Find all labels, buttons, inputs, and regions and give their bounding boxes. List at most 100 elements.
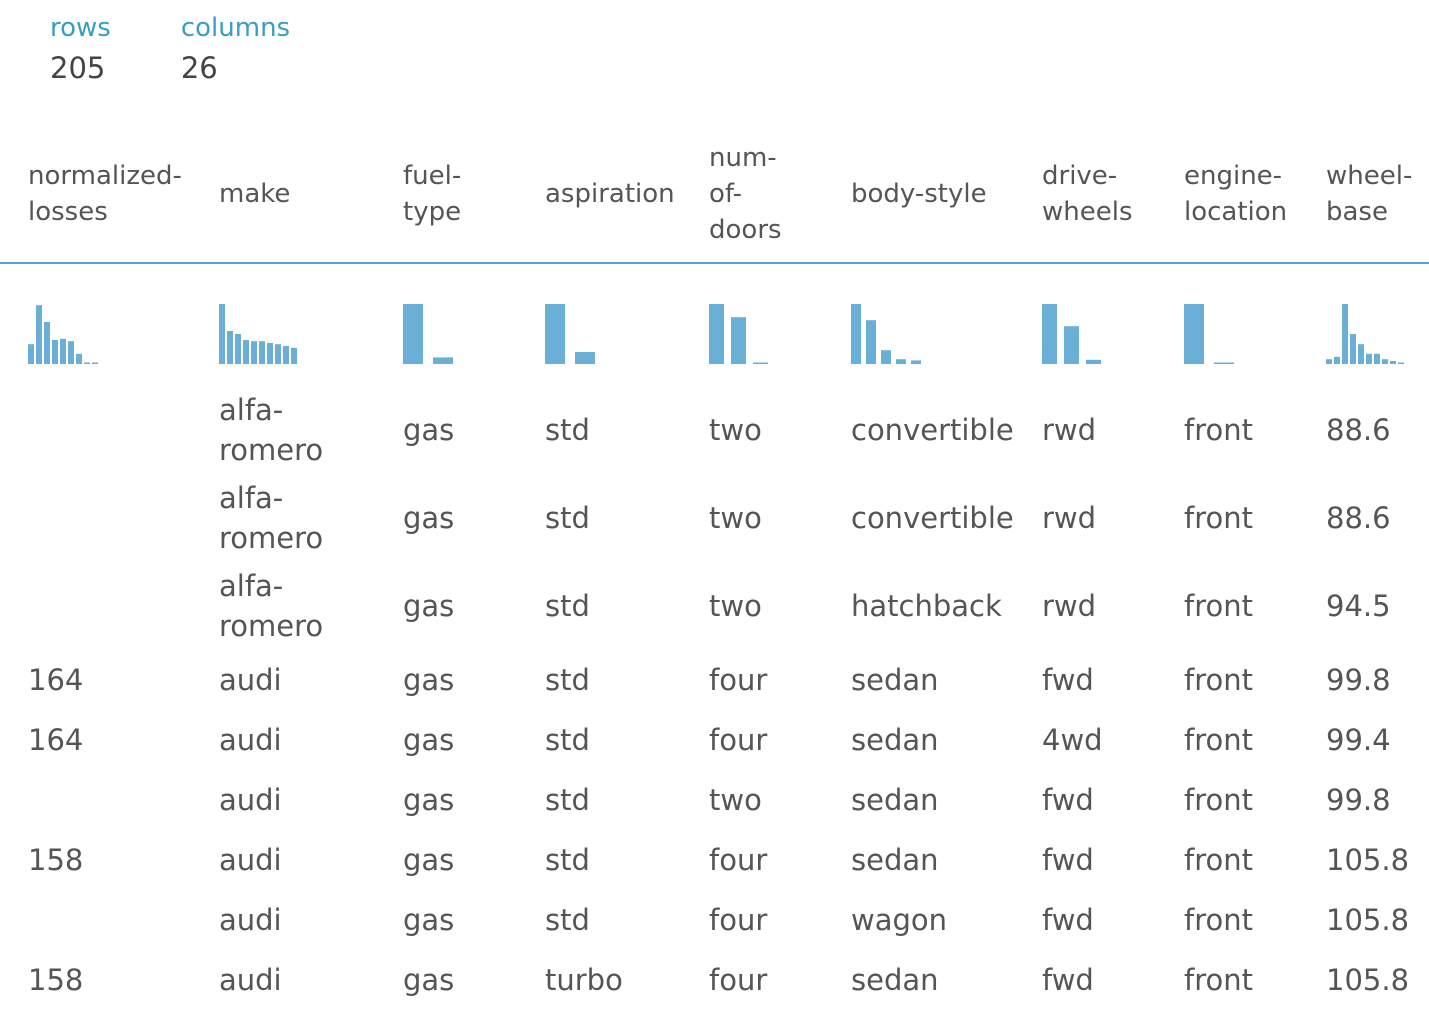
table-cell-engine-location: front	[1184, 843, 1253, 877]
histogram-bar	[243, 340, 249, 364]
table-cell-fuel-type: gas	[403, 663, 455, 697]
histogram-bar	[1086, 359, 1101, 364]
histogram-bar	[275, 344, 281, 364]
histogram-bar	[575, 352, 595, 364]
table-cell-body-style: sedan	[851, 723, 939, 757]
table-cell-aspiration: std	[545, 843, 590, 877]
histogram-bar	[881, 350, 891, 364]
histogram-bar	[92, 362, 98, 364]
column-header-make[interactable]: make	[219, 179, 291, 209]
histogram-bar	[731, 317, 746, 364]
rows-summary: rows 205	[50, 10, 111, 90]
table-cell-body-style: sedan	[851, 843, 939, 877]
table-cell-normalized-losses	[28, 564, 213, 648]
table-cell-engine-location: front	[1184, 589, 1253, 623]
table-cell-aspiration: std	[545, 723, 590, 757]
histogram-bar	[433, 357, 453, 364]
table-cell-num-of-doors: two	[709, 783, 762, 817]
histogram-bar	[1350, 334, 1356, 364]
table-cell-wheel-base: 88.6	[1326, 501, 1391, 535]
histogram-bar	[1214, 362, 1234, 364]
table-cell-num-of-doors: two	[709, 413, 762, 447]
histogram-body-style[interactable]	[851, 300, 921, 364]
histogram-bar	[68, 341, 74, 364]
table-cell-normalized-losses	[28, 892, 213, 948]
column-header-drive-wheels[interactable]: drive- wheels	[1042, 161, 1133, 227]
table-cell-wheel-base: 99.8	[1326, 663, 1391, 697]
histogram-bar	[52, 340, 58, 364]
histogram-bar	[403, 304, 423, 364]
table-cell-aspiration: turbo	[545, 963, 623, 997]
table-cell-num-of-doors: four	[709, 903, 768, 937]
histogram-fuel-type[interactable]	[403, 300, 453, 364]
table-cell-make: audi	[219, 903, 282, 937]
columns-label: columns	[180, 13, 291, 43]
histogram-bar	[1334, 356, 1340, 364]
dataset-summary: rows 205 columns 26	[50, 10, 360, 90]
table-cell-aspiration: std	[545, 589, 590, 623]
histogram-bar	[259, 341, 265, 364]
histogram-bar	[251, 341, 257, 364]
table-cell-body-style: wagon	[851, 903, 948, 937]
column-header-fuel-type[interactable]: fuel- type	[403, 161, 462, 227]
histogram-make[interactable]	[219, 300, 297, 364]
histogram-bar	[1064, 326, 1079, 364]
histogram-bar	[1398, 362, 1404, 364]
table-cell-body-style: convertible	[851, 413, 1014, 447]
table-cell-normalized-losses	[28, 388, 213, 472]
table-cell-drive-wheels: fwd	[1042, 783, 1094, 817]
histogram-normalized-losses[interactable]	[28, 300, 98, 364]
table-cell-normalized-losses: 164	[28, 663, 84, 697]
table-cell-make: audi	[219, 663, 282, 697]
histogram-drive-wheels[interactable]	[1042, 300, 1101, 364]
table-cell-wheel-base: 99.8	[1326, 783, 1391, 817]
histogram-bar	[1390, 361, 1396, 364]
columns-count: 26	[180, 51, 218, 85]
histogram-bar	[1374, 353, 1380, 364]
table-cell-wheel-base: 88.6	[1326, 413, 1391, 447]
table-cell-wheel-base: 105.8	[1326, 963, 1410, 997]
table-cell-drive-wheels: 4wd	[1042, 723, 1103, 757]
table-cell-body-style: sedan	[851, 963, 939, 997]
histogram-bar	[44, 322, 50, 364]
table-cell-aspiration: std	[545, 903, 590, 937]
histogram-bar	[1366, 353, 1372, 364]
table-cell-wheel-base: 105.8	[1326, 843, 1410, 877]
histogram-wheel-base[interactable]	[1326, 300, 1404, 364]
table-cell-normalized-losses	[28, 772, 213, 828]
histogram-bar	[1326, 359, 1332, 364]
table-cell-num-of-doors: four	[709, 843, 768, 877]
table-cell-body-style: convertible	[851, 501, 1014, 535]
table-cell-num-of-doors: two	[709, 501, 762, 535]
header-divider	[0, 262, 1429, 264]
table-cell-normalized-losses: 158	[28, 963, 84, 997]
column-header-num-of-doors[interactable]: num- of- doors	[709, 143, 782, 245]
histogram-aspiration[interactable]	[545, 300, 595, 364]
histogram-bar	[1342, 304, 1348, 364]
histogram-bar	[1382, 359, 1388, 364]
column-header-engine-location[interactable]: engine- location	[1184, 161, 1288, 227]
column-header-aspiration[interactable]: aspiration	[545, 179, 675, 209]
column-header-wheel-base[interactable]: wheel- base	[1326, 161, 1413, 227]
table-cell-engine-location: front	[1184, 783, 1253, 817]
histogram-bar	[1042, 304, 1057, 364]
table-cell-body-style: sedan	[851, 663, 939, 697]
column-header-normalized-losses[interactable]: normalized- losses	[28, 161, 182, 227]
histogram-bar	[911, 360, 921, 364]
table-cell-drive-wheels: fwd	[1042, 843, 1094, 877]
column-header-body-style[interactable]: body-style	[851, 179, 987, 209]
histogram-bar	[267, 343, 273, 364]
table-cell-normalized-losses	[28, 476, 213, 560]
table-cell-make: alfa- romero	[219, 393, 324, 467]
table-cell-fuel-type: gas	[403, 963, 455, 997]
histogram-num-of-doors[interactable]	[709, 300, 768, 364]
table-cell-aspiration: std	[545, 413, 590, 447]
histogram-bar	[235, 334, 241, 364]
histogram-bar	[36, 305, 42, 364]
table-cell-engine-location: front	[1184, 663, 1253, 697]
table-cell-body-style: sedan	[851, 783, 939, 817]
table-cell-engine-location: front	[1184, 903, 1253, 937]
histogram-engine-location[interactable]	[1184, 300, 1234, 364]
histogram-bar	[219, 304, 225, 364]
